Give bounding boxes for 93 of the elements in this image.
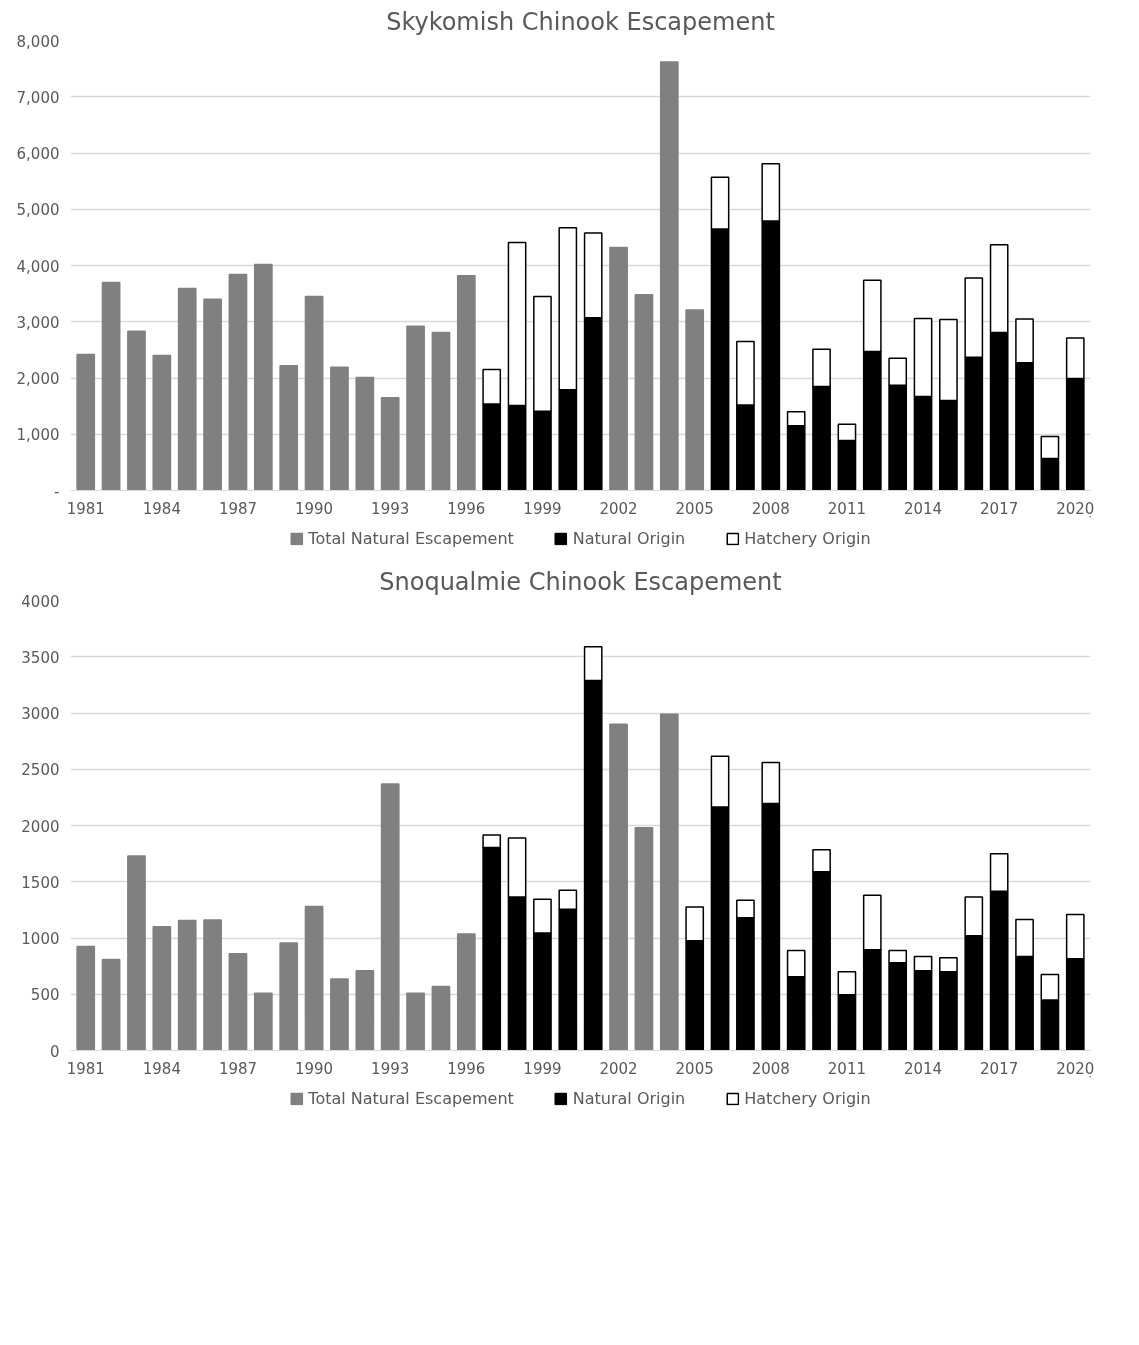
bar — [431, 331, 451, 491]
x-tick-label: 2014 — [903, 499, 943, 518]
bar — [609, 246, 628, 491]
y-tick-label: 2,000 — [16, 370, 60, 388]
legend-label: Total Natural Escapement — [308, 528, 514, 548]
x-tick-label: 2002 — [599, 1059, 638, 1078]
bar — [127, 855, 146, 1051]
y-tick-label: 2000 — [21, 817, 60, 836]
y-tick-label: 3000 — [21, 705, 60, 723]
x-tick-label: 2017 — [980, 1059, 1019, 1078]
bar — [253, 992, 273, 1051]
x-tick-label: 1990 — [295, 1059, 334, 1078]
bar — [228, 953, 248, 1051]
bar — [634, 827, 654, 1051]
y-tick-label: 500 — [30, 986, 60, 1005]
chart-title: Snoqualmie Chinook Escapement — [379, 567, 782, 596]
bar — [101, 281, 121, 491]
legend-label: Hatchery Origin — [744, 1088, 871, 1108]
y-tick-label: 1,000 — [16, 426, 60, 445]
y-tick-label: - — [54, 482, 60, 501]
bar — [330, 978, 349, 1051]
chart-title: Skykomish Chinook Escapement — [386, 7, 775, 36]
bar — [380, 783, 400, 1051]
bar — [659, 61, 679, 491]
bar — [355, 376, 375, 491]
bar — [76, 945, 96, 1051]
bar — [152, 926, 172, 1051]
bar — [304, 905, 324, 1051]
x-tick-label: 1999 — [523, 1059, 562, 1078]
x-tick-label: 2020 — [1056, 1059, 1095, 1078]
bar — [279, 364, 299, 491]
y-tick-label: 5,000 — [16, 201, 60, 220]
bar — [380, 396, 400, 491]
y-tick-label: 4000 — [21, 592, 60, 611]
legend-label: Natural Origin — [572, 528, 686, 548]
y-tick-label: 3,000 — [16, 313, 60, 332]
bar — [203, 298, 222, 491]
x-tick-label: 2008 — [751, 1059, 790, 1078]
x-tick-label: 1987 — [218, 499, 258, 518]
x-tick-label: 1996 — [447, 1059, 486, 1078]
bar — [609, 723, 628, 1051]
x-tick-label: 1981 — [66, 1059, 105, 1078]
bar — [456, 933, 476, 1051]
bar — [355, 969, 375, 1051]
x-tick-label: 1999 — [523, 499, 562, 518]
bar — [152, 354, 172, 491]
bar — [101, 958, 121, 1051]
x-tick-label: 2020 — [1056, 499, 1095, 518]
y-tick-label: 8,000 — [16, 32, 60, 51]
bar — [177, 287, 197, 491]
x-tick-label: 2002 — [599, 499, 638, 518]
y-tick-label: 0 — [49, 1042, 60, 1061]
legend-label: Hatchery Origin — [744, 528, 871, 548]
y-tick-label: 7,000 — [16, 88, 60, 107]
bar — [279, 942, 299, 1051]
x-tick-label: 1987 — [218, 1059, 258, 1078]
y-tick-label: 1000 — [21, 930, 60, 948]
y-tick-label: 6,000 — [16, 145, 60, 163]
x-tick-label: 1984 — [142, 1059, 181, 1078]
bar — [76, 353, 96, 491]
x-tick-label: 1981 — [66, 499, 105, 518]
x-tick-label: 1993 — [371, 1059, 410, 1078]
x-tick-label: 1984 — [142, 499, 181, 518]
x-tick-label: 2005 — [675, 1059, 714, 1078]
x-tick-label: 1993 — [371, 499, 410, 518]
bar — [685, 309, 705, 491]
x-tick-label: 2011 — [827, 1059, 867, 1078]
bar — [127, 330, 146, 491]
x-tick-label: 2008 — [751, 499, 790, 518]
bar — [304, 295, 324, 491]
bar — [203, 919, 222, 1051]
legend-label: Natural Origin — [572, 1088, 686, 1108]
x-tick-label: 2005 — [675, 499, 714, 518]
x-tick-label: 2011 — [827, 499, 867, 518]
bar — [406, 992, 425, 1051]
y-tick-label: 2500 — [21, 761, 60, 780]
bar — [406, 325, 425, 491]
bar — [253, 263, 273, 491]
bar — [659, 713, 679, 1051]
y-tick-label: 3500 — [21, 648, 60, 667]
bar — [177, 919, 197, 1051]
bar — [431, 985, 451, 1051]
y-tick-label: 4,000 — [16, 257, 60, 276]
x-tick-label: 2014 — [903, 1059, 943, 1078]
bar — [456, 274, 476, 491]
bar — [228, 273, 248, 491]
y-tick-label: 1500 — [21, 873, 60, 892]
bar — [634, 294, 654, 491]
x-tick-label: 2017 — [980, 499, 1019, 518]
x-tick-label: 1996 — [447, 499, 486, 518]
x-tick-label: 1990 — [295, 499, 334, 518]
bar — [330, 366, 349, 491]
legend-label: Total Natural Escapement — [308, 1088, 514, 1108]
